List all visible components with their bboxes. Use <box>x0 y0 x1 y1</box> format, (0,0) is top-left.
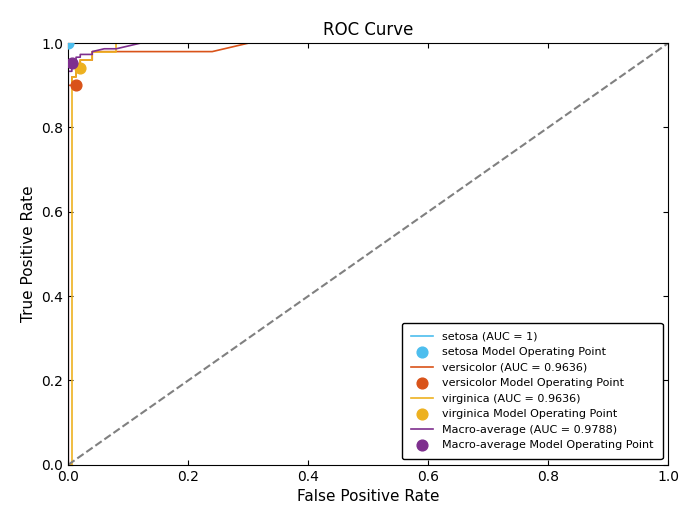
versicolor (AUC = 0.9636) <box>112 48 120 55</box>
virginica (AUC = 0.9636) <box>112 40 120 46</box>
X-axis label: False Positive Rate: False Positive Rate <box>297 489 440 504</box>
Macro-average (AUC = 0.9788) <box>136 40 144 46</box>
virginica (AUC = 0.9636) <box>64 461 73 468</box>
setosa Model Operating Point <box>63 39 74 47</box>
Macro-average (AUC = 0.9788) <box>76 54 85 60</box>
virginica (AUC = 0.9636) <box>88 57 97 63</box>
Macro-average (AUC = 0.9788) <box>64 461 73 468</box>
Line: setosa (AUC = 1): setosa (AUC = 1) <box>69 43 668 465</box>
Macro-average (AUC = 0.9788) <box>65 68 74 75</box>
versicolor (AUC = 0.9636) <box>76 57 85 63</box>
versicolor (AUC = 0.9636) <box>72 65 80 71</box>
Macro-average (AUC = 0.9788) <box>88 48 97 55</box>
Line: virginica (AUC = 0.9636): virginica (AUC = 0.9636) <box>69 43 668 465</box>
Macro-average (AUC = 0.9788) <box>664 40 673 46</box>
versicolor (AUC = 0.9636) <box>208 48 216 55</box>
Macro-average (AUC = 0.9788) <box>244 40 253 46</box>
versicolor (AUC = 0.9636) <box>184 48 192 55</box>
virginica (AUC = 0.9636) <box>76 65 85 71</box>
Macro-average (AUC = 0.9788) <box>68 68 76 75</box>
virginica (AUC = 0.9636) <box>100 48 108 55</box>
versicolor (AUC = 0.9636) <box>244 40 253 46</box>
versicolor (AUC = 0.9636) <box>136 48 144 55</box>
versicolor (AUC = 0.9636) <box>100 48 108 55</box>
versicolor (AUC = 0.9636) <box>664 40 673 46</box>
virginica (AUC = 0.9636) <box>64 461 73 468</box>
virginica (AUC = 0.9636) <box>68 461 76 468</box>
versicolor (AUC = 0.9636) <box>88 48 97 55</box>
virginica (AUC = 0.9636) <box>88 48 97 55</box>
versicolor (AUC = 0.9636) <box>64 461 73 468</box>
virginica (AUC = 0.9636) <box>136 40 144 46</box>
Macro-average (AUC = 0.9788) <box>66 68 75 75</box>
Macro-average (AUC = 0.9788) <box>160 40 169 46</box>
virginica (AUC = 0.9636) <box>72 74 80 80</box>
Macro-average (AUC = 0.9788) <box>72 54 80 60</box>
versicolor (AUC = 0.9636) <box>68 74 76 80</box>
Legend: setosa (AUC = 1), setosa Model Operating Point, versicolor (AUC = 0.9636), versi: setosa (AUC = 1), setosa Model Operating… <box>402 322 663 459</box>
virginica (AUC = 0.9636) <box>100 48 108 55</box>
Title: ROC Curve: ROC Curve <box>323 21 414 39</box>
versicolor (AUC = 0.9636) <box>68 82 76 89</box>
Macro-average (AUC = 0.9788) <box>72 60 80 66</box>
versicolor (AUC = 0.9636) <box>100 48 108 55</box>
versicolor (AUC = 0.9636) <box>160 48 169 55</box>
versicolor (AUC = 0.9636) <box>148 48 156 55</box>
versicolor (AUC = 0.9636) <box>172 48 181 55</box>
virginica (AUC = 0.9636) <box>112 48 120 55</box>
setosa (AUC = 1) <box>64 461 73 468</box>
Line: Macro-average (AUC = 0.9788): Macro-average (AUC = 0.9788) <box>69 43 668 465</box>
versicolor (AUC = 0.9636) <box>64 82 73 89</box>
versicolor (AUC = 0.9636) <box>124 48 132 55</box>
Y-axis label: True Positive Rate: True Positive Rate <box>21 186 36 322</box>
Macro-average (AUC = 0.9788) <box>148 40 156 46</box>
Macro-average (AUC = 0.9788) <box>88 51 97 58</box>
versicolor (AUC = 0.9636) <box>196 48 204 55</box>
Line: versicolor (AUC = 0.9636): versicolor (AUC = 0.9636) <box>69 43 668 465</box>
versicolor Model Operating Point <box>71 81 82 90</box>
virginica (AUC = 0.9636) <box>64 461 73 468</box>
Macro-average (AUC = 0.9788) <box>70 60 78 66</box>
versicolor (AUC = 0.9636) <box>88 57 97 63</box>
Macro-average (AUC = 0.9788) <box>68 60 76 66</box>
Macro-average (AUC = 0.9788) <box>64 68 73 75</box>
Macro-average Model Operating Point <box>66 59 78 67</box>
versicolor (AUC = 0.9636) <box>76 65 85 71</box>
versicolor (AUC = 0.9636) <box>72 74 80 80</box>
Macro-average (AUC = 0.9788) <box>124 43 132 49</box>
virginica Model Operating Point <box>75 64 86 72</box>
Macro-average (AUC = 0.9788) <box>112 46 120 52</box>
virginica (AUC = 0.9636) <box>664 40 673 46</box>
setosa (AUC = 1) <box>64 40 73 46</box>
virginica (AUC = 0.9636) <box>76 57 85 63</box>
virginica (AUC = 0.9636) <box>72 65 80 71</box>
virginica (AUC = 0.9636) <box>68 74 76 80</box>
Macro-average (AUC = 0.9788) <box>100 46 108 52</box>
Macro-average (AUC = 0.9788) <box>76 51 85 58</box>
setosa (AUC = 1) <box>664 40 673 46</box>
